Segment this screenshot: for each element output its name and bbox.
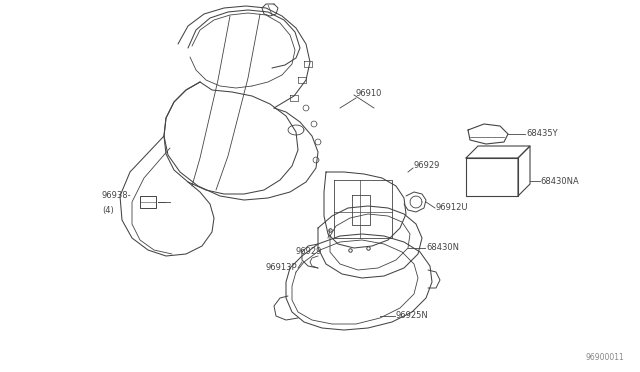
- Text: 96925N: 96925N: [396, 311, 429, 321]
- Text: (4): (4): [102, 205, 114, 215]
- Text: 96929: 96929: [295, 247, 321, 257]
- Text: 68430NA: 68430NA: [540, 176, 579, 186]
- Text: 68430N: 68430N: [426, 244, 459, 253]
- Text: 96900011: 96900011: [586, 353, 625, 362]
- Text: 96929: 96929: [414, 161, 440, 170]
- Text: 68435Y: 68435Y: [526, 129, 557, 138]
- Text: 96912U: 96912U: [436, 203, 468, 212]
- Text: 96938-: 96938-: [102, 192, 132, 201]
- Text: 96913P: 96913P: [265, 263, 296, 273]
- Text: 96910: 96910: [356, 90, 382, 99]
